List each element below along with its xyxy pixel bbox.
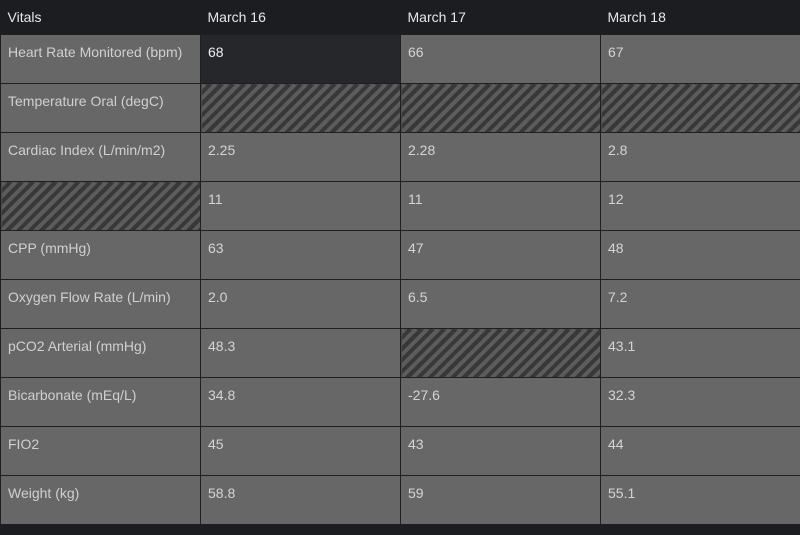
table-row: Weight (kg) 58.8 59 55.1 [0, 475, 800, 525]
value-cell[interactable]: 11 [400, 181, 601, 231]
table-row: pCO2 Arterial (mmHg) 48.3 43.1 [0, 328, 800, 378]
row-label: Bicarbonate (mEq/L) [0, 377, 201, 427]
value-cell[interactable]: 11 [200, 181, 401, 231]
missing-value-cell[interactable] [400, 83, 601, 133]
value-cell[interactable]: 48.3 [200, 328, 401, 378]
table-row: Oxygen Flow Rate (L/min) 2.0 6.5 7.2 [0, 279, 800, 329]
value-cell[interactable]: 2.0 [200, 279, 401, 329]
table-row: Temperature Oral (degC) [0, 83, 800, 133]
value-cell[interactable]: 2.25 [200, 132, 401, 182]
date-column-header[interactable]: March 17 [400, 0, 601, 35]
missing-value-cell[interactable] [200, 83, 401, 133]
value-cell[interactable]: 67 [600, 34, 800, 84]
date-column-header[interactable]: March 18 [600, 0, 800, 35]
table-row: Heart Rate Monitored (bpm) 68 66 67 [0, 34, 800, 84]
value-cell[interactable]: 48 [600, 230, 800, 280]
value-cell[interactable]: 59 [400, 475, 601, 525]
table-row: Bicarbonate (mEq/L) 34.8 -27.6 32.3 [0, 377, 800, 427]
value-cell[interactable]: -27.6 [400, 377, 601, 427]
value-cell[interactable]: 2.28 [400, 132, 601, 182]
row-label: Weight (kg) [0, 475, 201, 525]
value-cell[interactable]: 45 [200, 426, 401, 476]
value-cell[interactable]: 47 [400, 230, 601, 280]
value-cell[interactable]: 6.5 [400, 279, 601, 329]
missing-value-cell[interactable] [400, 328, 601, 378]
row-label: CPP (mmHg) [0, 230, 201, 280]
date-column-header[interactable]: March 16 [200, 0, 401, 35]
value-cell[interactable]: 34.8 [200, 377, 401, 427]
value-cell[interactable]: 55.1 [600, 475, 800, 525]
header-row: Vitals March 16 March 17 March 18 [0, 0, 800, 35]
row-label: FIO2 [0, 426, 201, 476]
missing-value-cell[interactable] [600, 83, 800, 133]
row-label: Cardiac Index (L/min/m2) [0, 132, 201, 182]
value-cell-selected[interactable]: 68 [200, 34, 401, 84]
row-label: Heart Rate Monitored (bpm) [0, 34, 201, 84]
row-label: pCO2 Arterial (mmHg) [0, 328, 201, 378]
row-label: Temperature Oral (degC) [0, 83, 201, 133]
value-cell[interactable]: 2.8 [600, 132, 800, 182]
table-row: CPP (mmHg) 63 47 48 [0, 230, 800, 280]
row-label: Oxygen Flow Rate (L/min) [0, 279, 201, 329]
value-cell[interactable]: 63 [200, 230, 401, 280]
table-row: FIO2 45 43 44 [0, 426, 800, 476]
value-cell[interactable]: 43.1 [600, 328, 800, 378]
value-cell[interactable]: 66 [400, 34, 601, 84]
missing-label-cell [0, 181, 201, 231]
value-cell[interactable]: 32.3 [600, 377, 800, 427]
value-cell[interactable]: 58.8 [200, 475, 401, 525]
table-row: 11 11 12 [0, 181, 800, 231]
table-row: Cardiac Index (L/min/m2) 2.25 2.28 2.8 [0, 132, 800, 182]
value-cell[interactable]: 12 [600, 181, 800, 231]
value-cell[interactable]: 43 [400, 426, 601, 476]
value-cell[interactable]: 7.2 [600, 279, 800, 329]
vitals-column-header: Vitals [0, 0, 201, 35]
value-cell[interactable]: 44 [600, 426, 800, 476]
